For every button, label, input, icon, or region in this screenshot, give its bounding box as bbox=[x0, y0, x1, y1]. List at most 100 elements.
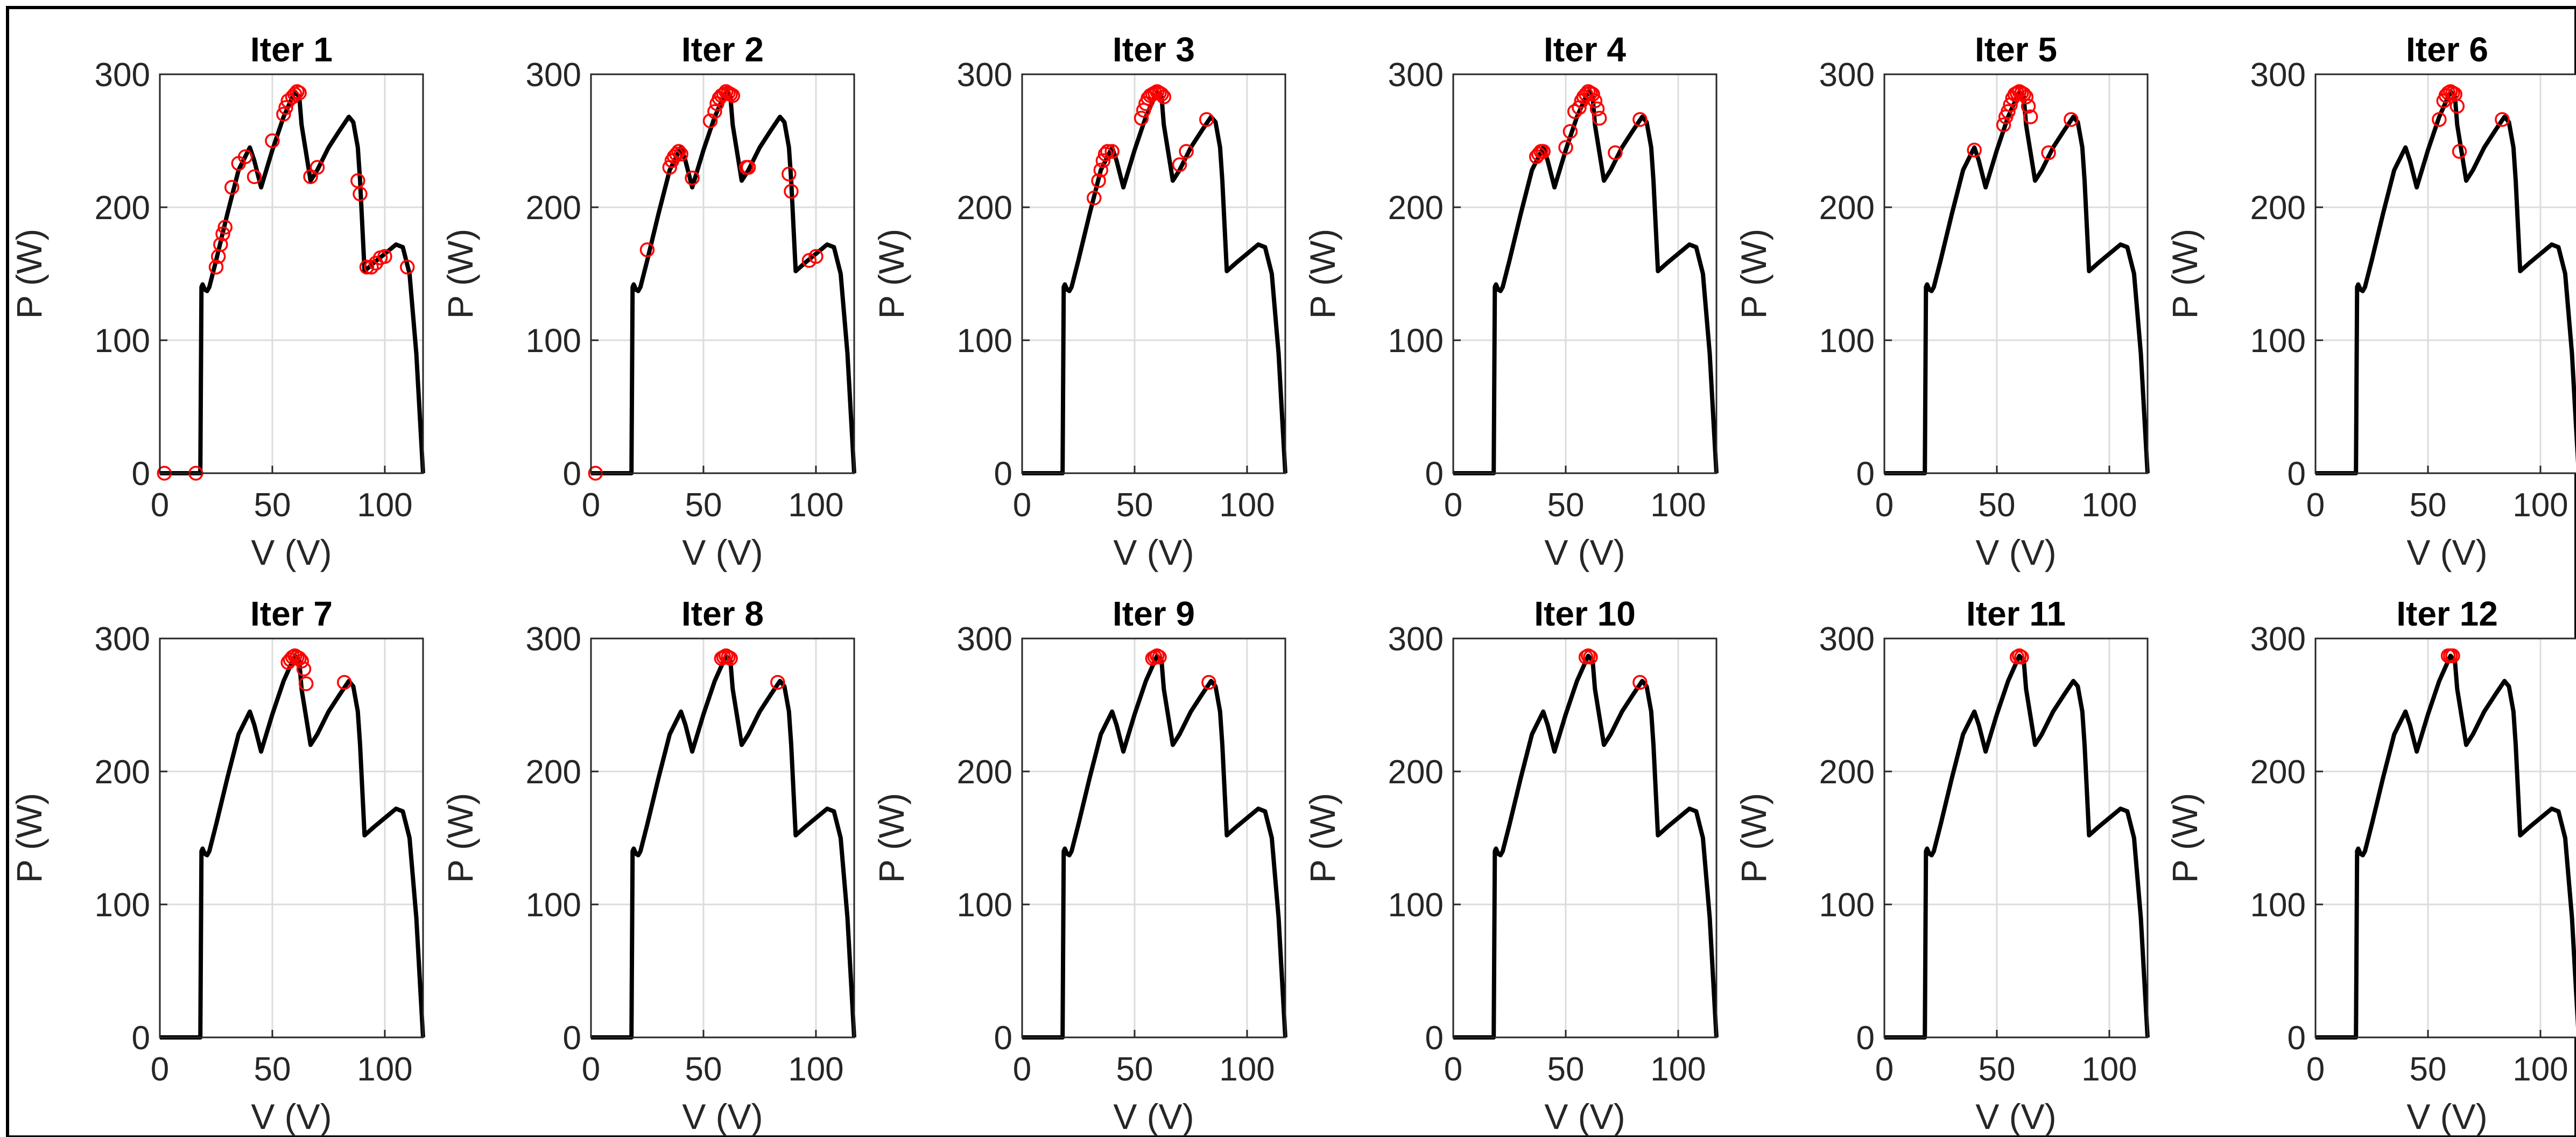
pv-curve bbox=[1453, 89, 1719, 475]
y-tick-label: 300 bbox=[526, 621, 581, 658]
y-tick-label: 100 bbox=[957, 887, 1012, 924]
particle-marker bbox=[2452, 144, 2467, 159]
x-tick-label: 100 bbox=[2512, 1051, 2568, 1088]
particle-marker bbox=[2495, 112, 2510, 127]
axes-background bbox=[2315, 74, 2576, 473]
y-tick-label: 300 bbox=[1819, 57, 1875, 94]
y-axis-label: P (W) bbox=[871, 793, 911, 883]
x-tick-label: 100 bbox=[1219, 1051, 1275, 1088]
x-axis-label: V (V) bbox=[1113, 532, 1194, 572]
y-axis-label: P (W) bbox=[1303, 229, 1342, 319]
particle-marker bbox=[770, 675, 785, 690]
particle-marker bbox=[278, 100, 293, 115]
x-tick-label: 100 bbox=[2512, 487, 2568, 524]
particle-marker bbox=[782, 166, 797, 181]
subplot-1: 0 50 100 0 100 200 300 Iter 1 V (V) P (W) bbox=[9, 30, 425, 572]
particle-marker bbox=[1996, 117, 2011, 132]
y-axis-label: P (W) bbox=[1734, 229, 1773, 319]
particle-marker bbox=[1585, 87, 1600, 102]
particle-marker bbox=[215, 226, 230, 242]
particle-marker bbox=[1172, 157, 1187, 172]
y-tick-label: 300 bbox=[1388, 621, 1444, 658]
pv-curve bbox=[2315, 89, 2576, 475]
particle-marker bbox=[292, 85, 307, 101]
y-tick-label: 0 bbox=[1856, 455, 1875, 493]
y-tick-label: 0 bbox=[2288, 455, 2306, 493]
x-tick-label: 0 bbox=[1013, 1051, 1031, 1088]
x-tick-label: 50 bbox=[2409, 487, 2446, 524]
x-tick-label: 50 bbox=[1978, 1051, 2015, 1088]
particle-marker bbox=[741, 160, 756, 175]
x-tick-label: 0 bbox=[2306, 487, 2325, 524]
y-tick-label: 0 bbox=[132, 455, 150, 493]
axes-background bbox=[2315, 638, 2576, 1037]
particle-marker bbox=[2445, 648, 2460, 663]
pv-curve bbox=[1022, 654, 1287, 1040]
subplot-title: Iter 11 bbox=[1966, 594, 2066, 633]
axes-background bbox=[1453, 74, 1716, 473]
y-axis-label: P (W) bbox=[9, 793, 49, 883]
x-tick-label: 100 bbox=[1219, 487, 1275, 524]
y-axis-label: P (W) bbox=[1734, 793, 1773, 883]
particle-marker bbox=[673, 146, 688, 162]
subplot-11: 0 50 100 0 100 200 300 Iter 11 V (V) P (W) bbox=[1734, 594, 2150, 1136]
subplot-5: 0 50 100 0 100 200 300 Iter 5 V (V) P (W) bbox=[1734, 30, 2150, 572]
y-tick-label: 200 bbox=[957, 190, 1012, 227]
particle-marker bbox=[1967, 143, 1982, 158]
pv-curve bbox=[1884, 89, 2150, 475]
x-tick-label: 0 bbox=[582, 487, 600, 524]
particle-marker bbox=[1608, 145, 1623, 160]
x-tick-label: 50 bbox=[1116, 1051, 1153, 1088]
particle-marker bbox=[784, 184, 799, 199]
particle-marker bbox=[1583, 649, 1598, 665]
y-axis-label: P (W) bbox=[871, 229, 911, 319]
particle-marker bbox=[669, 146, 684, 162]
y-tick-label: 300 bbox=[1819, 621, 1875, 658]
y-tick-label: 200 bbox=[95, 754, 150, 791]
x-tick-label: 100 bbox=[357, 1051, 412, 1088]
pv-curve bbox=[1884, 654, 2150, 1040]
particle-marker bbox=[707, 104, 722, 119]
particle-marker bbox=[217, 220, 233, 235]
y-tick-label: 200 bbox=[2250, 190, 2306, 227]
particle-marker bbox=[2001, 104, 2016, 119]
particle-marker bbox=[2021, 99, 2036, 114]
particle-marker bbox=[1093, 163, 1109, 178]
particle-marker bbox=[725, 88, 741, 103]
particle-marker bbox=[224, 180, 240, 195]
y-tick-label: 0 bbox=[132, 1020, 150, 1057]
particle-marker bbox=[296, 662, 312, 677]
x-axis-label: V (V) bbox=[2406, 532, 2487, 572]
particle-marker bbox=[1536, 144, 1551, 159]
x-tick-label: 100 bbox=[2081, 487, 2137, 524]
x-tick-label: 100 bbox=[2081, 1051, 2137, 1088]
particle-marker bbox=[399, 259, 415, 275]
subplot-title: Iter 2 bbox=[681, 30, 764, 69]
subplot-9: 0 50 100 0 100 200 300 Iter 9 V (V) P (W) bbox=[871, 594, 1287, 1136]
subplot-title: Iter 6 bbox=[2406, 30, 2488, 69]
y-tick-label: 100 bbox=[526, 322, 581, 360]
particle-marker bbox=[702, 113, 718, 129]
x-tick-label: 50 bbox=[2409, 1051, 2446, 1088]
particle-marker bbox=[1091, 173, 1106, 188]
y-tick-label: 100 bbox=[526, 887, 581, 924]
axes-box bbox=[2314, 637, 2576, 1038]
x-tick-label: 100 bbox=[788, 487, 843, 524]
axes-box bbox=[590, 73, 855, 474]
y-tick-label: 200 bbox=[957, 754, 1012, 791]
particle-marker bbox=[1587, 93, 1603, 109]
subplot-title: Iter 5 bbox=[1975, 30, 2057, 69]
subplot-title: Iter 12 bbox=[2396, 594, 2498, 633]
y-tick-label: 200 bbox=[1819, 190, 1875, 227]
x-axis-label: V (V) bbox=[1113, 1097, 1194, 1136]
particle-marker bbox=[276, 107, 291, 122]
pv-curve bbox=[1453, 654, 1719, 1040]
particle-marker bbox=[1152, 649, 1167, 665]
subplot-title: Iter 7 bbox=[250, 594, 333, 633]
x-axis-label: V (V) bbox=[682, 532, 763, 572]
x-axis-label: V (V) bbox=[251, 1097, 332, 1136]
x-axis-label: V (V) bbox=[682, 1097, 763, 1136]
x-tick-label: 100 bbox=[357, 487, 412, 524]
